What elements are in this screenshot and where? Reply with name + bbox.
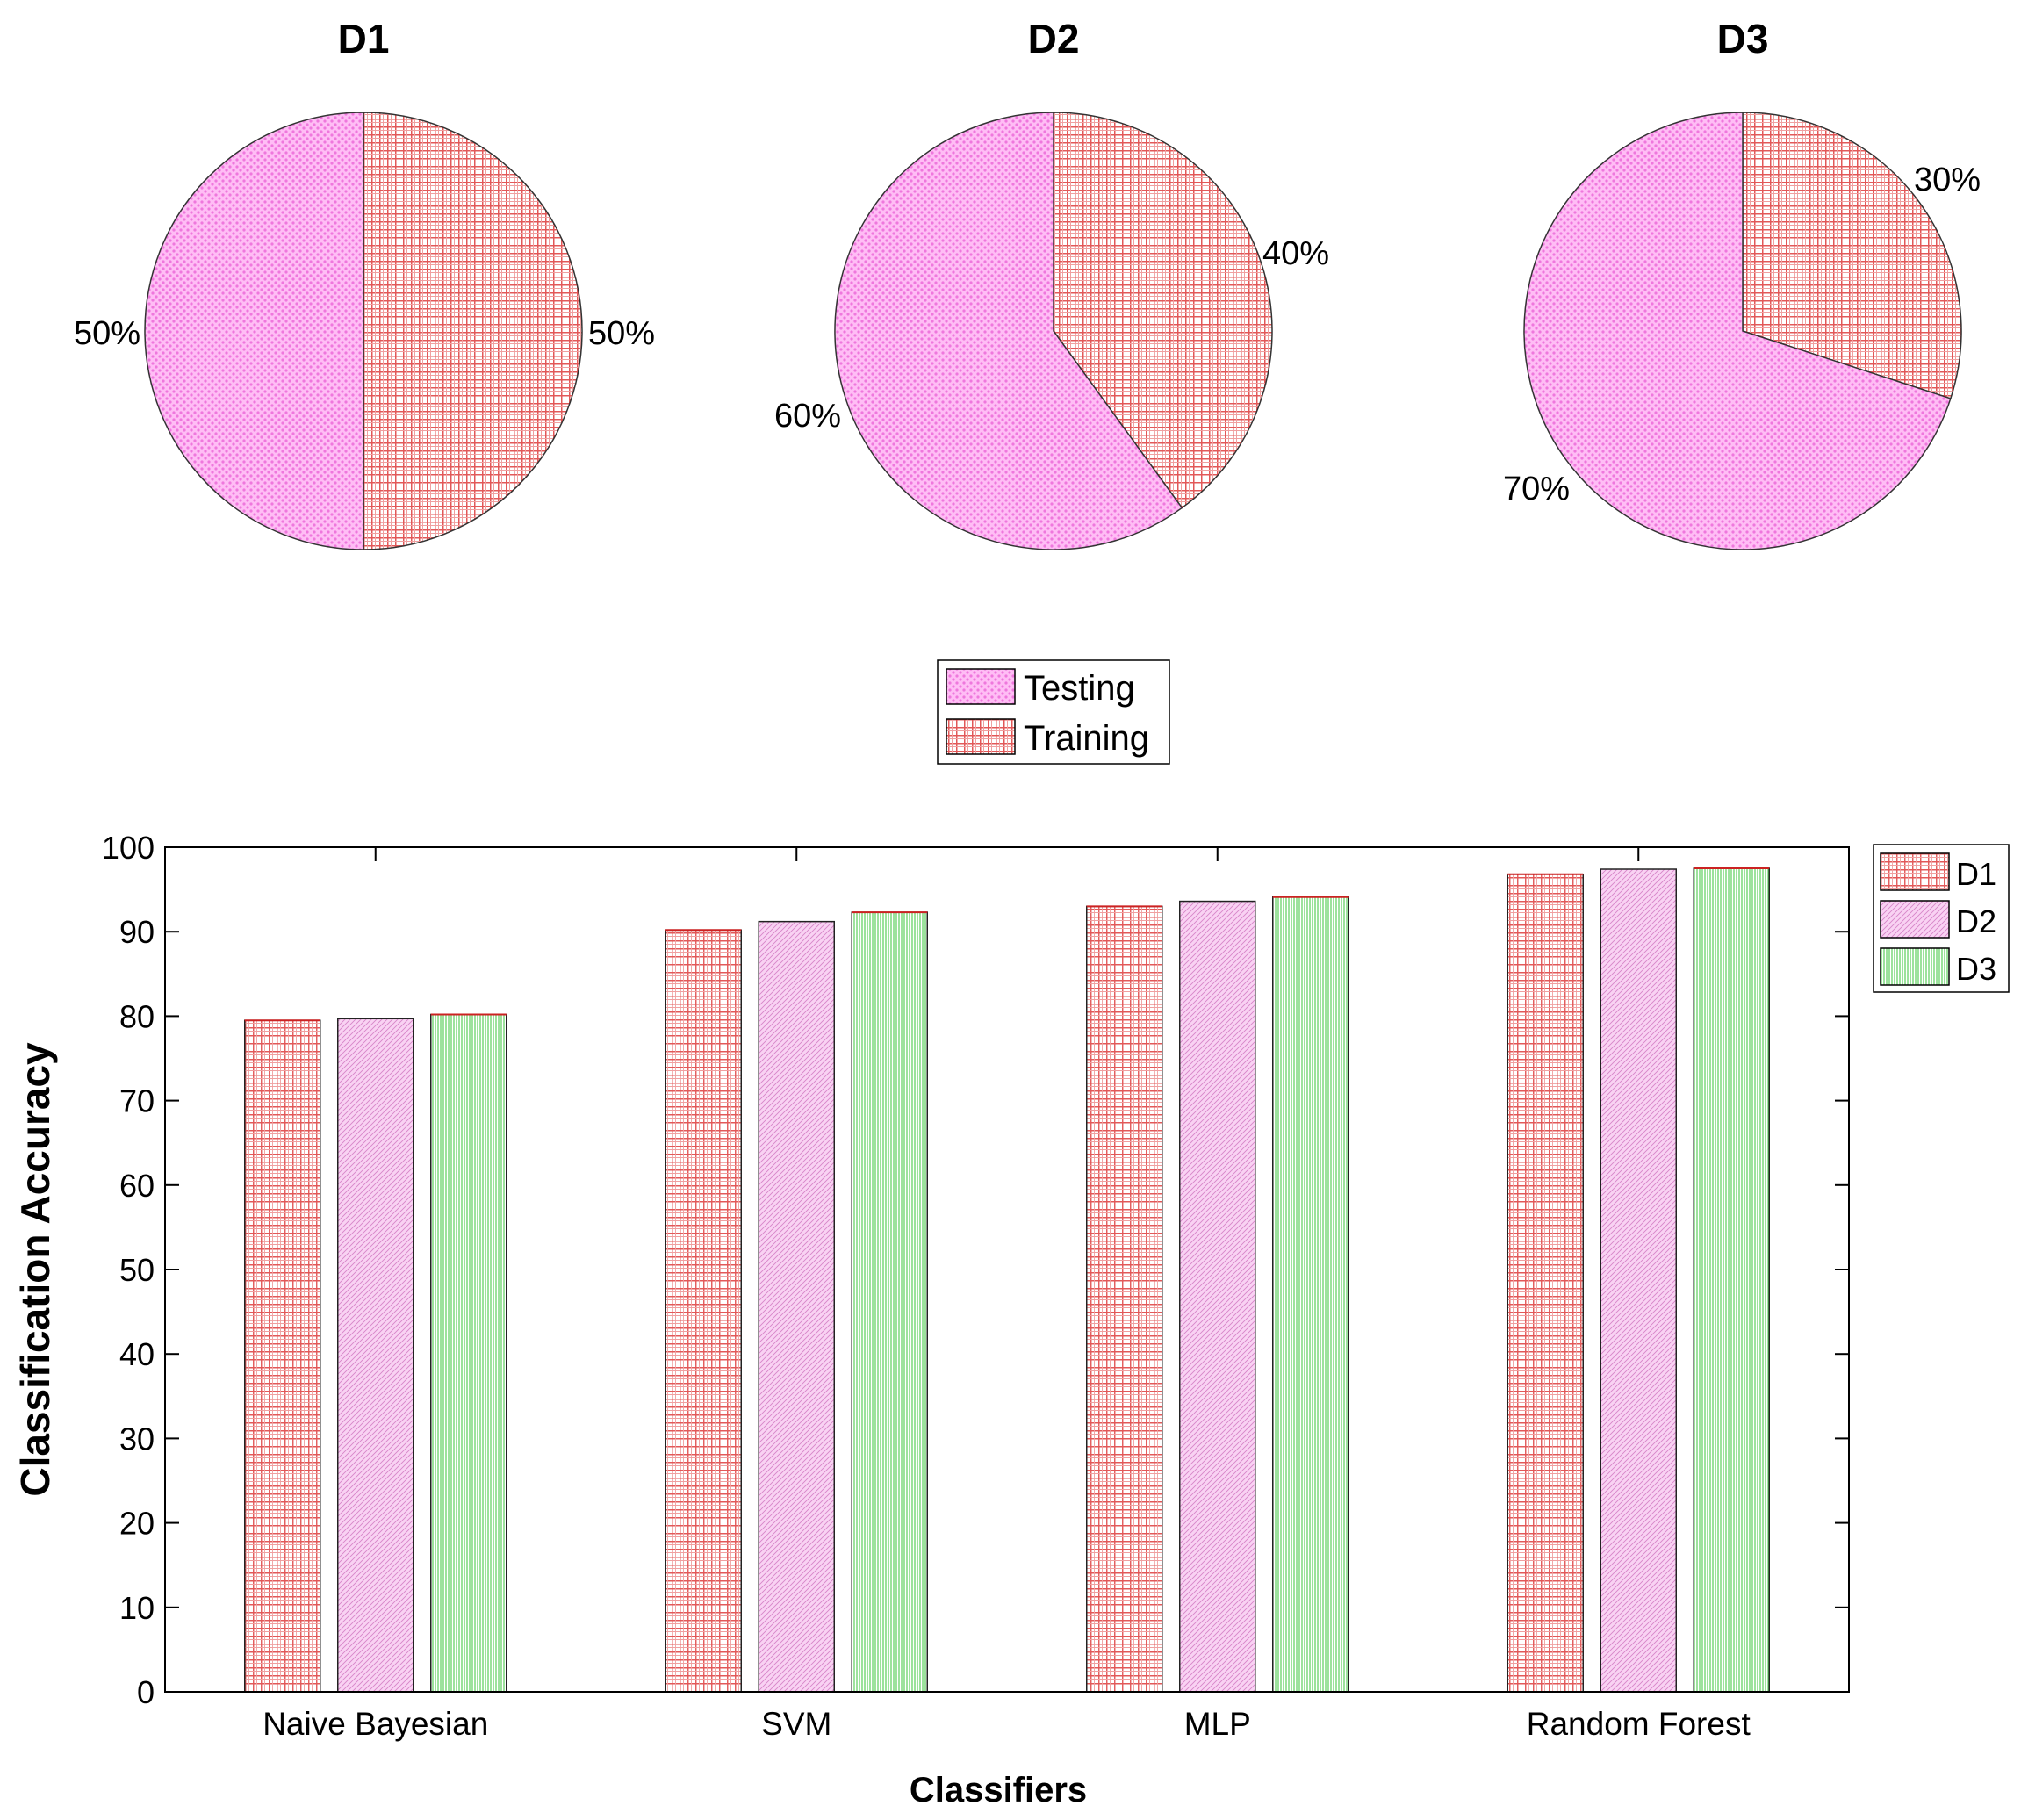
plot-frame: [164, 846, 1850, 1693]
y-axis: 0 10 20 30 40 50 60 70 80 90 100: [102, 830, 1849, 1710]
slice-label-testing: 70%: [1503, 471, 1570, 507]
y-tick-label: 90: [119, 914, 155, 950]
legend-swatch-d3: [1880, 947, 1950, 986]
pie-title: D3: [1717, 16, 1769, 61]
legend-label-testing: Testing: [1024, 669, 1135, 708]
x-tick-label: MLP: [1184, 1706, 1251, 1742]
legend-swatch-d2: [1880, 900, 1950, 939]
pie-slice-training: [363, 112, 583, 550]
bar-d1-random-forest: [1507, 874, 1584, 1693]
x-axis: Naive Bayesian SVM MLP Random Forest: [263, 847, 1751, 1742]
legend-label-training: Training: [1024, 719, 1149, 758]
bar-d3-mlp: [1272, 896, 1349, 1693]
bar-d1-naive-bayesian: [244, 1019, 321, 1693]
bar-d1-mlp: [1086, 905, 1163, 1693]
slice-label-testing: 50%: [74, 315, 140, 352]
pie-legend: Testing Training: [937, 659, 1170, 765]
slice-label-training: 40%: [1262, 235, 1329, 272]
legend-swatch-testing: [946, 668, 1016, 705]
legend-label-d3: D3: [1956, 951, 1996, 987]
pie-chart-d1: D1 50% 50%: [74, 16, 655, 550]
pie-slice-training: [1053, 112, 1273, 509]
y-tick-label: 30: [119, 1421, 155, 1457]
legend-swatch-d1: [1880, 852, 1950, 891]
x-axis-label: Classifiers: [910, 1771, 1087, 1809]
x-tick-label: SVM: [761, 1706, 831, 1742]
y-tick-label: 20: [119, 1506, 155, 1542]
bar-d2-svm: [758, 920, 835, 1693]
legend-label-d2: D2: [1956, 903, 1996, 939]
y-tick-label: 10: [119, 1590, 155, 1626]
pie-chart-d2: D2 40% 60%: [774, 16, 1329, 550]
x-tick-label: Naive Bayesian: [263, 1706, 488, 1742]
bar-chart: 0 10 20 30 40 50 60 70 80 90 100 Naive Bayesian SVM…: [12, 830, 2010, 1809]
bar-d3-svm: [851, 911, 928, 1693]
y-tick-label: 40: [119, 1336, 155, 1372]
slice-label-training: 50%: [588, 315, 655, 352]
y-tick-label: 100: [102, 830, 155, 866]
legend-swatch-training: [946, 718, 1016, 755]
y-tick-label: 60: [119, 1168, 155, 1204]
x-tick-label: Random Forest: [1527, 1706, 1751, 1742]
pie-slice-testing: [1523, 112, 1952, 550]
bar-d1-svm: [665, 929, 742, 1693]
bar-d2-mlp: [1179, 900, 1256, 1693]
pie-chart-d3: D3 30% 70%: [1503, 16, 1981, 550]
pie-slice-testing: [834, 112, 1183, 550]
pie-slice-training: [1742, 112, 1962, 399]
y-tick-label: 80: [119, 998, 155, 1034]
bar-d3-naive-bayesian: [430, 1013, 507, 1693]
legend-label-d1: D1: [1956, 856, 1996, 892]
y-tick-label: 70: [119, 1083, 155, 1119]
pie-title: D2: [1028, 16, 1080, 61]
bar-d3-random-forest: [1693, 867, 1770, 1693]
bars: [244, 867, 1770, 1693]
pie-slice-testing: [144, 112, 364, 550]
y-axis-label: Classification Accuracy: [12, 1042, 58, 1497]
pie-charts: D1 50% 50% D2 40% 60% D3 30% 70%: [74, 16, 1981, 550]
bar-legend: D1 D2 D3: [1873, 844, 2010, 993]
y-tick-label: 50: [119, 1252, 155, 1288]
bar-d2-random-forest: [1600, 868, 1677, 1693]
plot-area: [165, 847, 1849, 1692]
slice-label-training: 30%: [1914, 162, 1981, 198]
pie-title: D1: [338, 16, 390, 61]
slice-label-testing: 60%: [774, 398, 841, 435]
y-tick-label: 0: [137, 1674, 155, 1710]
bar-d2-naive-bayesian: [337, 1018, 414, 1693]
